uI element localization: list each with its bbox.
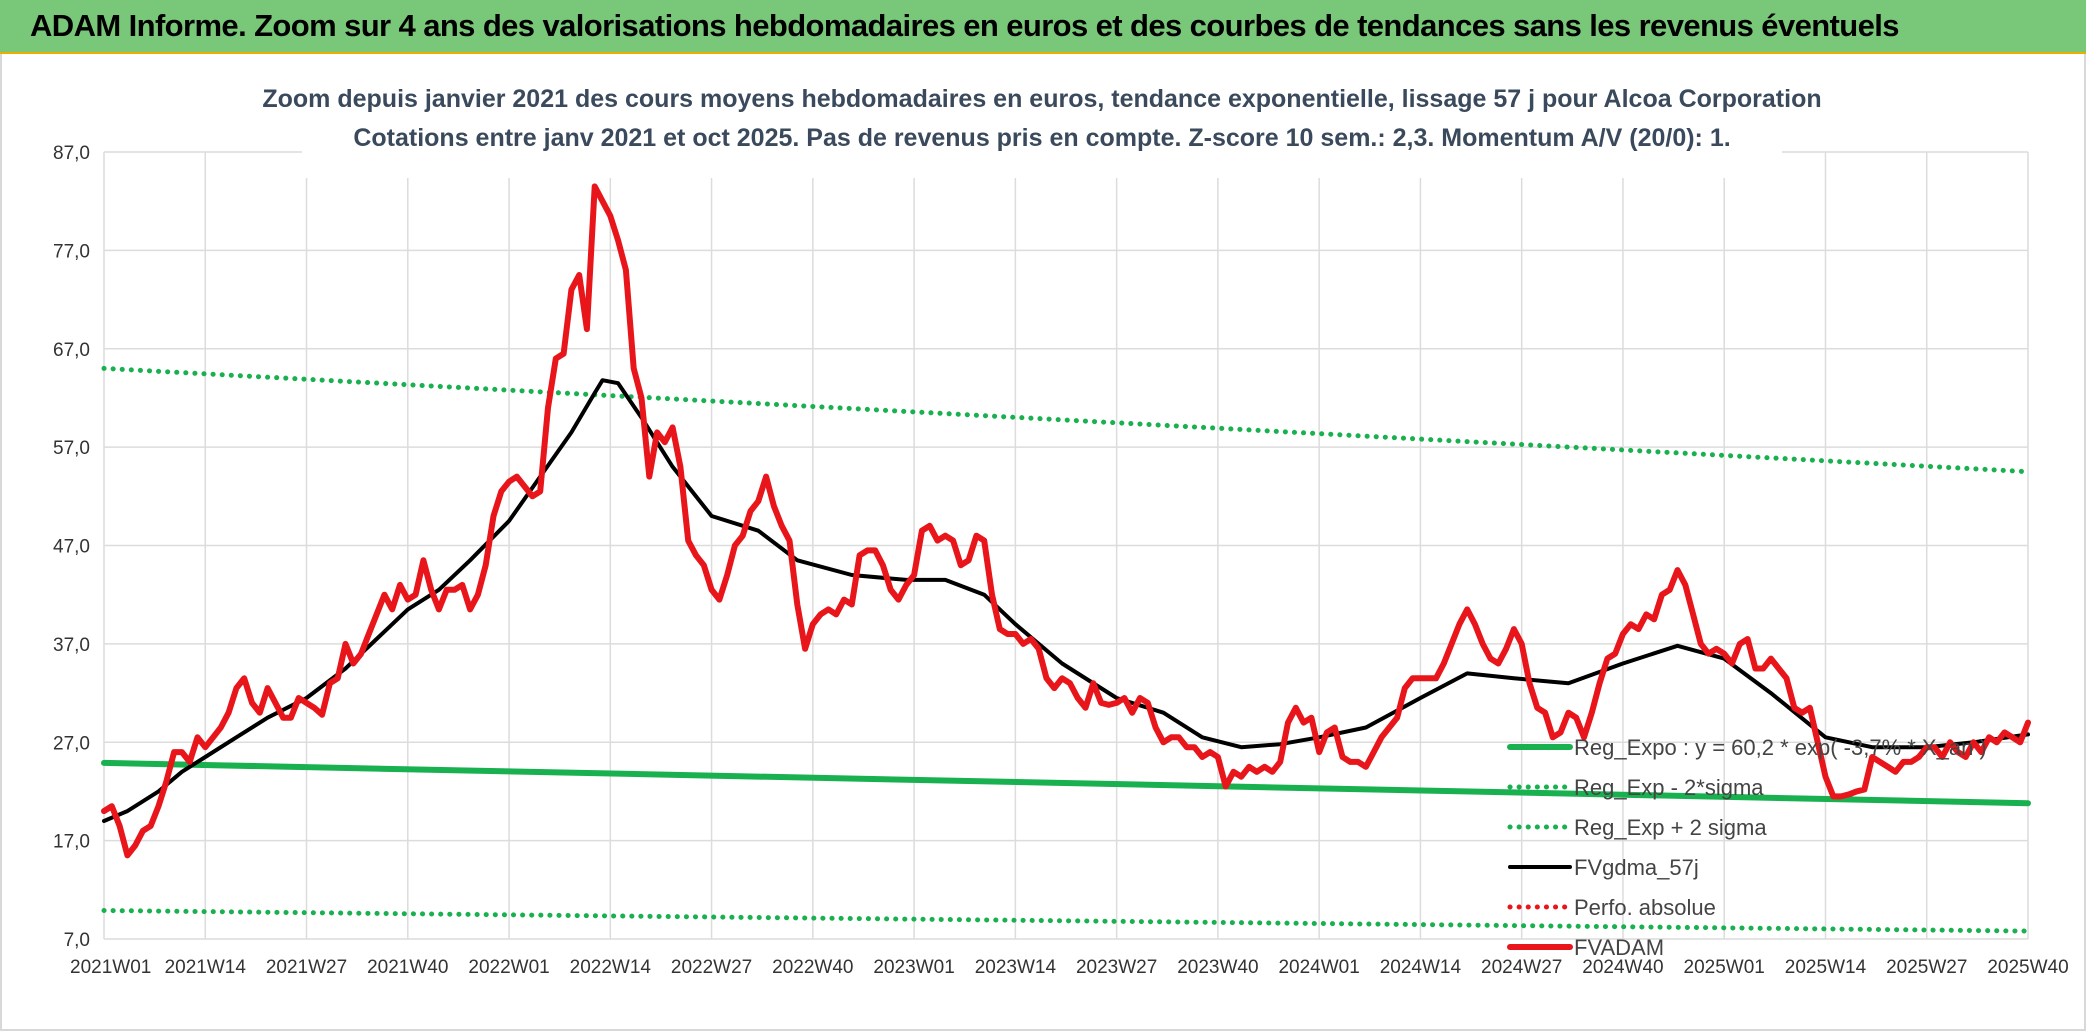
x-tick-label: 2021W01 (70, 957, 151, 978)
legend-label-0: Reg_Expo : y = 60,2 * exp( -3,7% * X_an … (1574, 735, 1987, 760)
x-tick-label: 2023W14 (975, 957, 1057, 978)
series-line-1 (101, 908, 2031, 934)
y-tick-label: 47,0 (53, 537, 90, 558)
axis-labels: 7,0 17,0 27,0 37,0 47,0 57,0 67,0 77,0 87,0 2021W… (53, 143, 2069, 978)
y-tick-label: 37,0 (53, 635, 90, 656)
report-title: ADAM Informe. Zoom sur 4 ans des valoris… (30, 8, 1900, 43)
series-line-5 (101, 183, 2031, 859)
x-tick-label: 2022W27 (671, 957, 752, 978)
series-line-0 (101, 759, 2031, 807)
x-tick-label: 2022W14 (570, 957, 652, 978)
legend-label-5: FVADAM (1574, 935, 1664, 960)
y-tick-label: 27,0 (53, 733, 90, 754)
title-backdrop (302, 78, 1782, 178)
x-tick-label: 2022W40 (772, 957, 853, 978)
chart-subtitle: Cotations entre janv 2021 et oct 2025. P… (353, 124, 1730, 152)
x-tick-label: 2023W40 (1177, 957, 1258, 978)
report-banner: ADAM Informe. Zoom sur 4 ans des valoris… (0, 0, 2086, 54)
x-tick-label: 2025W14 (1785, 957, 1867, 978)
x-tick-label: 2024W01 (1278, 957, 1359, 978)
series (101, 183, 2031, 934)
legend-label-1: Reg_Exp - 2*sigma (1574, 775, 1764, 800)
chart-title: Zoom depuis janvier 2021 des cours moyen… (262, 85, 1821, 113)
y-tick-label: 87,0 (53, 143, 90, 164)
y-tick-label: 17,0 (53, 832, 90, 853)
chart-titles: Zoom depuis janvier 2021 des cours moyen… (262, 78, 1822, 178)
legend: Reg_Expo : y = 60,2 * exp( -3,7% * X_an … (1507, 735, 1987, 960)
y-tick-label: 67,0 (53, 340, 90, 361)
x-tick-label: 2025W01 (1684, 957, 1765, 978)
x-tick-label: 2021W40 (367, 957, 448, 978)
legend-label-4: Perfo. absolue (1574, 895, 1716, 920)
x-tick-label: 2022W01 (468, 957, 549, 978)
line-chart: Zoom depuis janvier 2021 des cours moyen… (53, 78, 2069, 978)
x-tick-label: 2025W40 (1987, 957, 2068, 978)
x-tick-label: 2023W01 (873, 957, 954, 978)
x-tick-label: 2024W40 (1582, 957, 1663, 978)
x-tick-label: 2024W27 (1481, 957, 1562, 978)
series-line-2 (101, 365, 2031, 475)
x-tick-label: 2021W14 (165, 957, 247, 978)
x-tick-label: 2024W14 (1380, 957, 1462, 978)
gridlines (103, 151, 2029, 940)
y-tick-label: 7,0 (64, 930, 90, 951)
x-tick-label: 2025W27 (1886, 957, 1967, 978)
chart-area: Zoom depuis janvier 2021 des cours moyen… (0, 54, 2086, 1031)
x-tick-label: 2021W27 (266, 957, 347, 978)
legend-label-3: FVgdma_57j (1574, 855, 1699, 880)
x-tick-label: 2023W27 (1076, 957, 1157, 978)
legend-label-2: Reg_Exp + 2 sigma (1574, 815, 1767, 840)
y-tick-label: 57,0 (53, 438, 90, 459)
y-tick-label: 77,0 (53, 241, 90, 262)
